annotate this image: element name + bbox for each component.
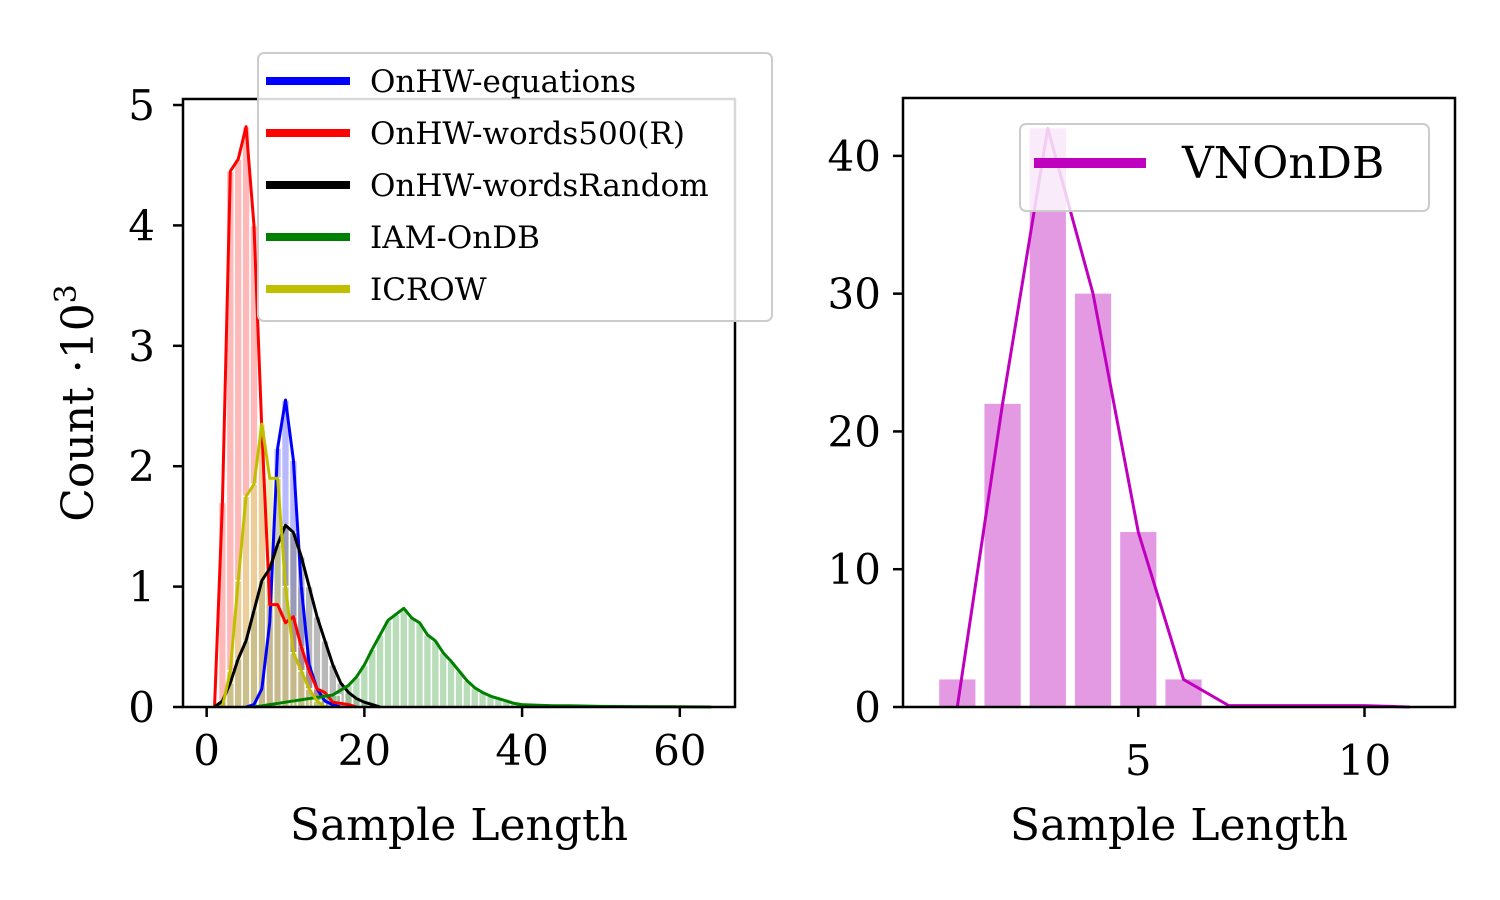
bar-iam-ondb [422,634,433,708]
left-y-tick-label: 2 [128,442,155,491]
left-x-tick-label: 0 [193,726,220,775]
left-y-tick-label: 3 [128,322,155,371]
right-y-tick-label: 10 [828,545,881,594]
bar-iam-ondb [391,613,401,708]
right-y-tick-label: 20 [828,407,881,456]
left-x-tick-label: 20 [338,726,391,775]
left-x-tick-label: 40 [495,726,548,775]
bar-iam-ondb [438,652,448,708]
bar-iam-ondb [414,621,425,708]
left-y-tick-label: 5 [128,81,155,130]
right-legend-box [1019,123,1430,212]
left-y-axis-title: Count ·103 [49,284,105,522]
bar-vnondb [1165,679,1202,707]
bar-iam-ondb [446,660,456,708]
legend-item-icrow: ICROW [266,272,487,308]
series-line-vnondb [955,126,1410,709]
right-legend: VNOnDB [1019,123,1430,212]
legend-label-icrow: ICROW [370,272,487,308]
legend-label-onhw-words500r: OnHW-words500(R) [370,116,685,152]
bar-vnondb [1029,128,1066,707]
right-x-tick-label: 10 [1338,736,1391,785]
bar-iam-ondb [375,634,385,708]
left-ticks: 0 20 40 60 0 1 2 3 4 5 [128,81,706,775]
legend-item-onhw-equations: OnHW-equations [266,64,636,100]
legend-item-iam-ondb: IAM-OnDB [266,220,540,256]
legend-label-onhw-wordsrandom: OnHW-wordsRandom [370,168,709,204]
legend-label-iam-ondb: IAM-OnDB [370,220,540,256]
right-ticks: 5 10 0 10 20 30 40 [828,132,1392,785]
left-y-tick-label: 1 [128,563,155,612]
right-x-tick-label: 5 [1125,736,1152,785]
legend-item-onhw-words500r: OnHW-words500(R) [266,116,685,152]
bar-iam-ondb [399,607,409,708]
legend-label-vnondb: VNOnDB [1181,138,1384,189]
left-y-tick-label: 4 [128,201,155,250]
bar-iam-ondb [406,617,417,708]
left-x-tick-label: 60 [653,726,706,775]
left-y-axis-title-exponent: 3 [49,284,84,303]
legend-label-onhw-equations: OnHW-equations [370,64,636,100]
bar-iam-ondb [383,619,393,708]
left-y-tick-label: 0 [128,683,155,732]
left-x-axis-title: Sample Length [290,800,628,851]
right-y-tick-label: 0 [854,683,881,732]
bar-vnondb [984,403,1021,707]
right-y-tick-label: 40 [828,132,881,181]
right-axes-frame [901,96,1457,709]
legend-item-onhw-wordsrandom: OnHW-wordsRandom [266,168,709,204]
series-line-onhw-words500-r [213,125,357,709]
bar-vnondb [1120,532,1157,707]
right-chart-panel: 5 10 0 10 20 30 40 Sample Length VNOnDB [828,96,1457,851]
left-legend: OnHW-equations OnHW-words500(R) OnHW-wor… [257,52,773,322]
right-plot-area [939,126,1410,709]
bar-iam-ondb [430,640,441,708]
series-line-onhw-equations [245,398,342,709]
left-legend-box [257,52,773,322]
series-line-icrow [220,422,326,709]
right-y-tick-label: 30 [828,270,881,319]
series-line-iam-ondb [253,606,712,709]
series-line-onhw-wordsrandom [213,523,381,709]
left-y-axis-title-base: Count ·10 [53,303,104,521]
right-x-axis-title: Sample Length [1010,800,1348,851]
